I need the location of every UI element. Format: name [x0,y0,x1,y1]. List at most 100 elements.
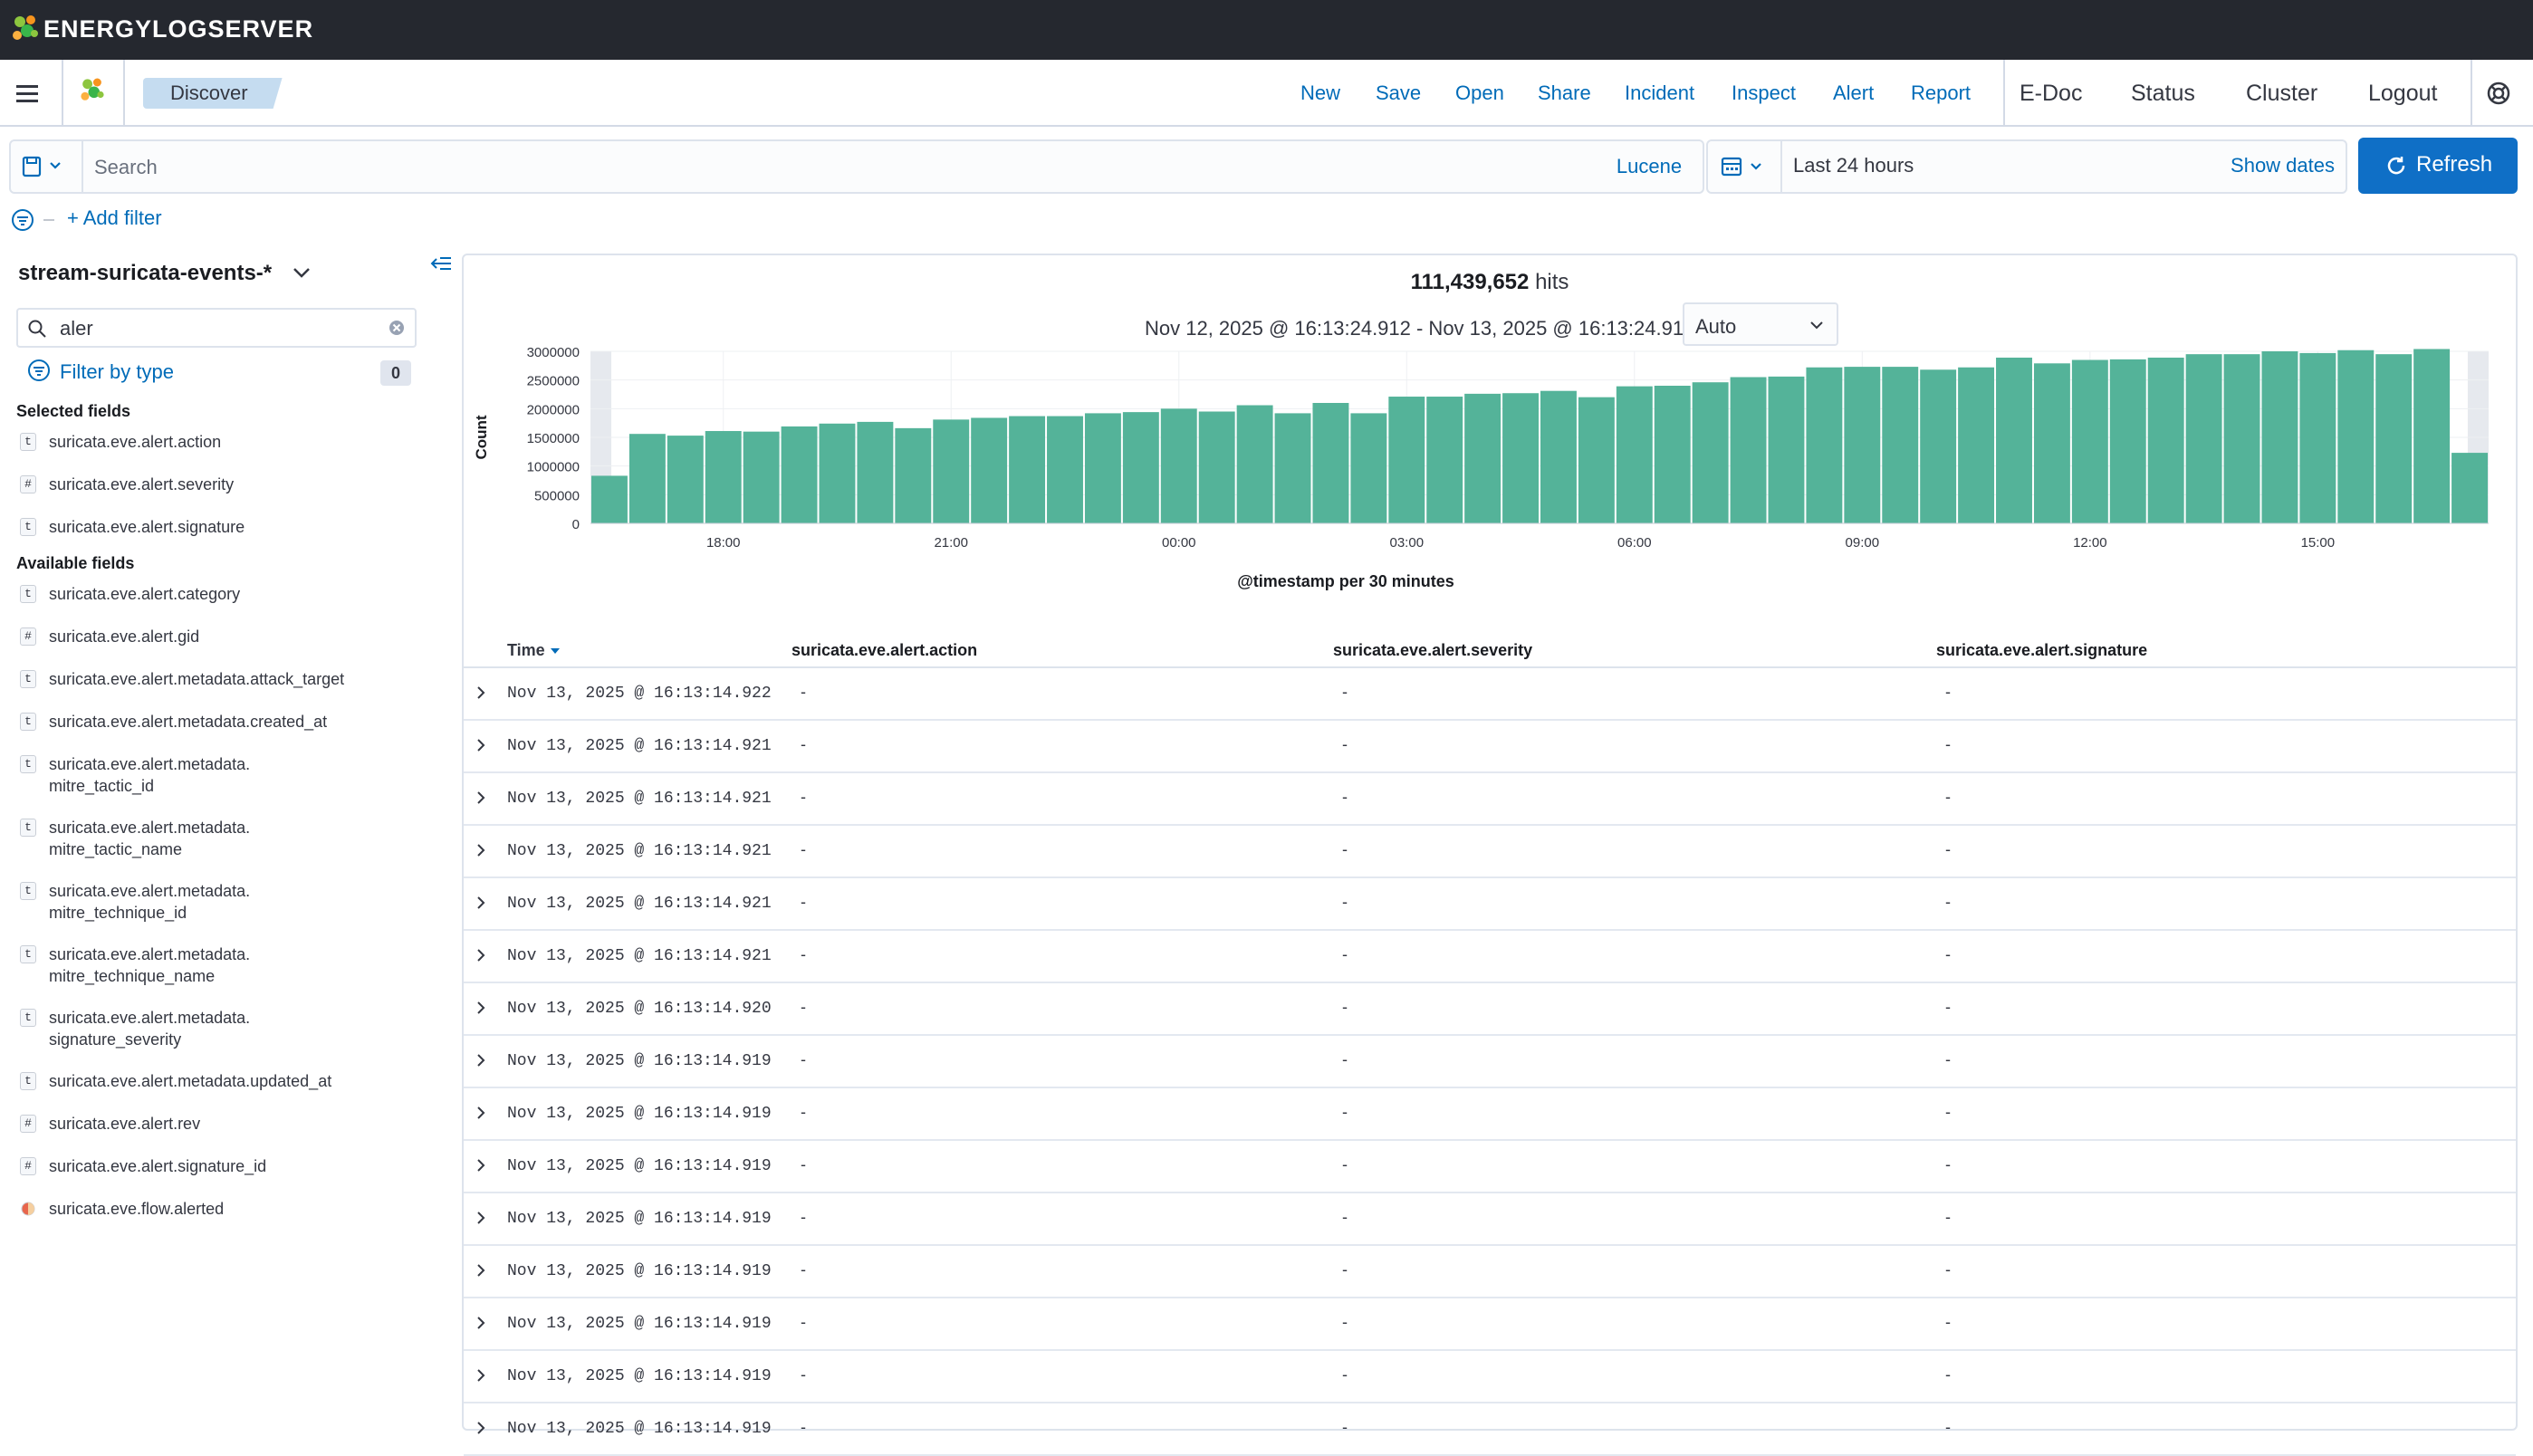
help-icon[interactable] [2485,80,2512,107]
add-filter-button[interactable]: + Add filter [67,206,162,229]
table-row[interactable]: Nov 13, 2025 @ 16:13:14.921 - - - [464,826,2516,878]
date-range-label[interactable]: Last 24 hours [1793,154,1914,177]
histogram-bar [2413,349,2451,523]
field-name: suricata.eve.alert.gid [49,627,200,646]
string-type-icon: t [20,1009,36,1027]
row-signature: - [1945,893,1951,911]
row-severity: - [1342,893,1348,911]
chevron-right-icon[interactable] [475,1052,487,1068]
column-severity[interactable]: suricata.eve.alert.severity [1333,641,1533,659]
column-time[interactable]: Time [507,641,561,660]
string-type-icon: t [20,585,36,603]
chevron-right-icon[interactable] [475,947,487,963]
home-logo-icon[interactable] [76,74,109,107]
histogram-bar [1882,367,1919,523]
y-tick-label: 3000000 [527,346,580,360]
chevron-right-icon[interactable] [475,685,487,701]
table-row[interactable]: Nov 13, 2025 @ 16:13:14.919 - - - [464,1088,2516,1141]
row-signature: - [1945,1260,1951,1279]
refresh-button[interactable]: Refresh [2358,138,2518,194]
query-language-button[interactable]: Lucene [1596,139,1704,194]
sort-down-icon [550,648,560,654]
nav-share[interactable]: Share [1538,81,1591,104]
nav-cluster[interactable]: Cluster [2246,81,2318,106]
show-dates-link[interactable]: Show dates [2231,154,2335,177]
nav-open[interactable]: Open [1455,81,1504,104]
clear-icon[interactable] [388,319,406,337]
table-row[interactable]: Nov 13, 2025 @ 16:13:14.919 - - - [464,1298,2516,1351]
nav-status[interactable]: Status [2131,81,2195,106]
row-time: Nov 13, 2025 @ 16:13:14.919 [507,1105,772,1123]
chevron-right-icon[interactable] [475,1000,487,1016]
field-search-input[interactable] [58,315,379,342]
table-row[interactable]: Nov 13, 2025 @ 16:13:14.919 - - - [464,1036,2516,1088]
row-time: Nov 13, 2025 @ 16:13:14.919 [507,1157,772,1175]
nav-save[interactable]: Save [1376,81,1422,104]
chevron-right-icon[interactable] [475,1315,487,1331]
histogram-bar [1578,397,1615,523]
table-row[interactable]: Nov 13, 2025 @ 16:13:14.920 - - - [464,983,2516,1036]
table-row[interactable]: Nov 13, 2025 @ 16:13:14.919 - - - [464,1351,2516,1403]
chevron-right-icon[interactable] [475,737,487,753]
chevron-right-icon[interactable] [475,1367,487,1384]
row-time: Nov 13, 2025 @ 16:13:14.921 [507,790,772,808]
table-row[interactable]: Nov 13, 2025 @ 16:13:14.921 - - - [464,721,2516,773]
field-name: suricata.eve.alert.metadata. [49,1009,251,1027]
column-action[interactable]: suricata.eve.alert.action [792,641,978,659]
field-name: suricata.eve.alert.category [49,585,241,603]
chevron-down-icon[interactable] [292,266,312,281]
table-row[interactable]: Nov 13, 2025 @ 16:13:14.921 - - - [464,773,2516,826]
interval-select[interactable]: Auto [1683,302,1838,346]
nav-report[interactable]: Report [1911,81,1972,104]
calendar-icon [1721,157,1761,177]
histogram-bar [2185,354,2222,523]
table-row[interactable]: Nov 13, 2025 @ 16:13:14.922 - - - [464,668,2516,721]
chevron-down-icon [1810,321,1823,330]
histogram-bar [2261,351,2298,523]
breadcrumb-discover[interactable]: Discover [143,78,283,109]
chevron-right-icon[interactable] [475,1210,487,1226]
quick-menu-button[interactable] [1708,141,1782,192]
table-row[interactable]: Nov 13, 2025 @ 16:13:14.919 - - - [464,1141,2516,1193]
chevron-right-icon[interactable] [475,1157,487,1173]
string-type-icon: t [20,945,36,963]
table-row[interactable]: Nov 13, 2025 @ 16:13:14.921 - - - [464,878,2516,931]
number-type-icon: # [20,627,36,646]
chevron-right-icon[interactable] [475,842,487,858]
nav-edoc[interactable]: E-Doc [2020,81,2083,106]
histogram-bar [1996,357,2032,523]
nav-inspect[interactable]: Inspect [1732,81,1796,104]
chevron-right-icon[interactable] [475,895,487,911]
field-name-cont: signature_severity [49,1030,182,1049]
chevron-right-icon[interactable] [475,790,487,806]
field-name: suricata.eve.alert.signature [49,518,245,536]
row-signature: - [1945,788,1951,806]
row-time: Nov 13, 2025 @ 16:13:14.919 [507,1315,772,1333]
table-row[interactable]: Nov 13, 2025 @ 16:13:14.919 - - - [464,1246,2516,1298]
nav-new[interactable]: New [1300,81,1341,104]
saved-queries-button[interactable] [11,141,83,192]
index-pattern-selector[interactable]: stream-suricata-events-* [18,261,273,285]
y-tick-label: 1000000 [527,460,580,475]
row-time: Nov 13, 2025 @ 16:13:14.921 [507,842,772,860]
table-row[interactable]: Nov 13, 2025 @ 16:13:14.919 - - - [464,1193,2516,1246]
chevron-right-icon[interactable] [475,1420,487,1436]
search-input[interactable] [92,148,1599,187]
nav-incident[interactable]: Incident [1625,81,1695,104]
column-signature[interactable]: suricata.eve.alert.signature [1936,641,2148,659]
filter-icon [28,359,50,381]
nav-logout[interactable]: Logout [2368,81,2438,106]
chevron-right-icon[interactable] [475,1105,487,1121]
histogram-bar [1198,411,1235,523]
menu-icon[interactable] [13,81,45,107]
collapse-sidebar-icon[interactable] [429,254,453,273]
chevron-right-icon[interactable] [475,1262,487,1279]
table-row[interactable]: Nov 13, 2025 @ 16:13:14.921 - - - [464,931,2516,983]
table-row[interactable]: Nov 13, 2025 @ 16:13:14.919 - - - [464,1403,2516,1456]
nav-alert[interactable]: Alert [1833,81,1875,104]
x-tick-label: 21:00 [934,535,968,551]
filter-by-type-button[interactable]: Filter by type [27,359,174,388]
number-type-icon: # [20,1157,36,1175]
filter-options-icon[interactable] [11,208,34,232]
histogram-chart: 0 500000 1000000 1500000 2000000 2500000 30000… [473,346,2489,590]
